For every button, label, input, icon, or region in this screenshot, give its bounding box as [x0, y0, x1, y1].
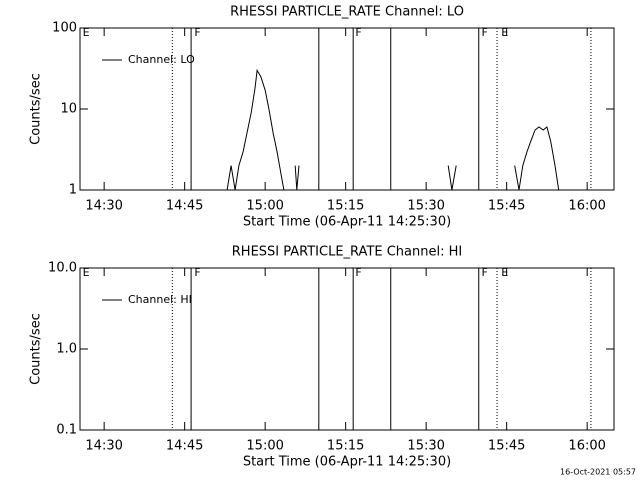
y-tick-label: 10.0	[48, 261, 77, 276]
flag-label: E	[501, 266, 508, 279]
y-axis-label: Counts/sec	[29, 313, 44, 385]
y-axis-label: Counts/sec	[29, 73, 44, 145]
flag-label: E	[83, 266, 90, 279]
x-tick-label: 14:30	[85, 199, 122, 214]
flag-label: F	[481, 26, 487, 39]
x-tick-label: 16:00	[568, 199, 605, 214]
timestamp: 16-Oct-2021 05:57	[560, 468, 636, 477]
y-tick-label: 0.1	[56, 423, 77, 438]
chart-title: RHESSI PARTICLE_RATE Channel: LO	[230, 5, 464, 20]
x-tick-label: 15:45	[488, 439, 525, 454]
flag-label: F	[481, 266, 487, 279]
legend-label: Channel: LO	[128, 53, 195, 66]
flag-label: F	[194, 266, 200, 279]
x-tick-label: 15:15	[327, 439, 364, 454]
x-tick-label: 14:45	[166, 199, 203, 214]
y-tick-label: 100	[52, 21, 77, 36]
y-tick-label: 10	[60, 102, 77, 117]
x-tick-label: 15:45	[488, 199, 525, 214]
flag-label: F	[355, 266, 361, 279]
flag-label: F	[194, 26, 200, 39]
x-axis-label: Start Time (06-Apr-11 14:25:30)	[243, 455, 451, 470]
x-tick-label: 15:30	[407, 199, 444, 214]
x-tick-label: 15:30	[407, 439, 444, 454]
flag-label: E	[83, 26, 90, 39]
flag-label: F	[355, 26, 361, 39]
y-tick-label: 1.0	[56, 342, 77, 357]
flag-label: E	[501, 26, 508, 39]
x-tick-label: 14:30	[85, 439, 122, 454]
x-tick-label: 15:15	[327, 199, 364, 214]
x-axis-label: Start Time (06-Apr-11 14:25:30)	[243, 215, 451, 230]
x-tick-label: 16:00	[568, 439, 605, 454]
x-tick-label: 15:00	[246, 439, 283, 454]
chart-title: RHESSI PARTICLE_RATE Channel: HI	[232, 245, 462, 260]
y-tick-label: 1	[69, 183, 77, 198]
legend-label: Channel: HI	[128, 293, 192, 306]
x-tick-label: 15:00	[246, 199, 283, 214]
x-tick-label: 14:45	[166, 439, 203, 454]
